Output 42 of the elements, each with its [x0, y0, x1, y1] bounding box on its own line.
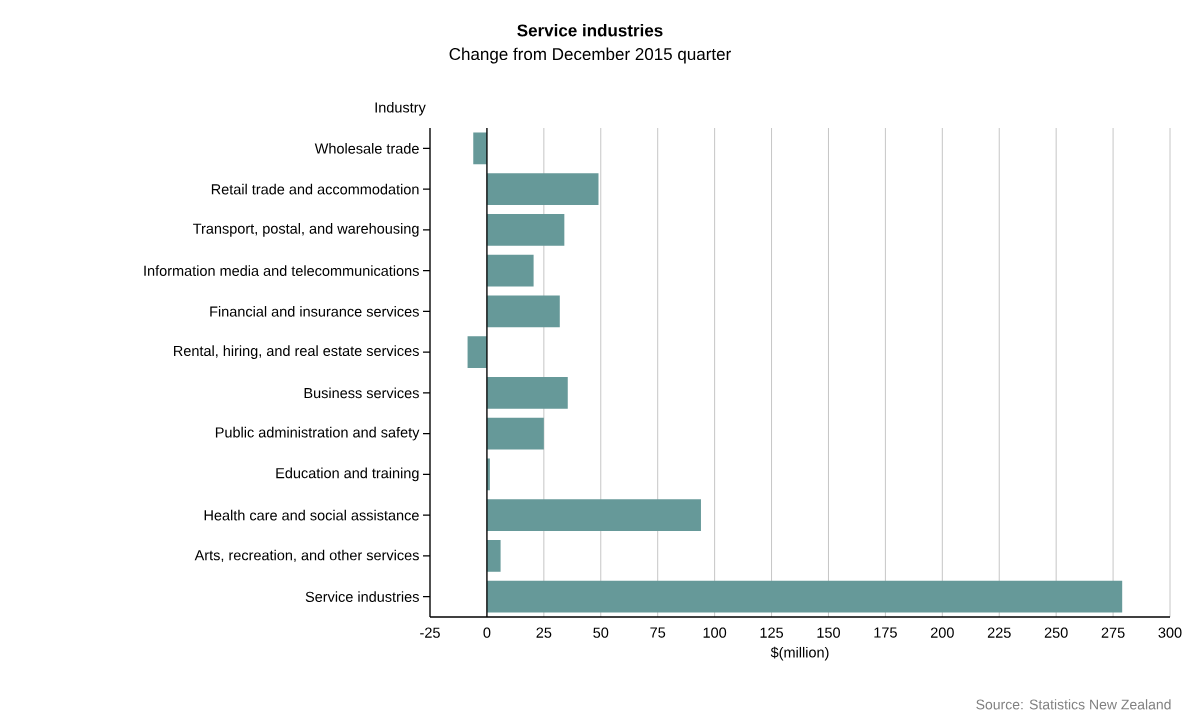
- source-note: Source: Statistics New Zealand: [976, 699, 1171, 710]
- bar: [486, 580, 1123, 613]
- x-tick-label: 25: [536, 627, 552, 638]
- x-tick-label: 50: [593, 627, 609, 638]
- y-axis-title: Industry: [375, 101, 426, 116]
- x-tick-label: 75: [650, 627, 666, 638]
- x-tick-label: 275: [1101, 627, 1125, 638]
- x-tick-label: 175: [874, 627, 897, 638]
- y-tick-label: Information media and telecommunications: [144, 265, 419, 276]
- x-tick-label: 150: [817, 627, 840, 638]
- x-tick-label: 100: [703, 627, 727, 638]
- bar: [467, 336, 487, 369]
- x-axis-title: $(million): [770, 646, 829, 661]
- y-tick-label: Rental, hiring, and real estate services: [174, 345, 419, 359]
- chart-subtitle: Change from December 2015 quarter: [449, 47, 731, 64]
- bar: [486, 417, 544, 450]
- bar: [486, 499, 701, 532]
- y-tick-label: Retail trade and accommodation: [211, 183, 419, 195]
- bar: [486, 376, 568, 409]
- y-tick-label: Arts, recreation, and other services: [194, 549, 419, 563]
- x-tick-label: 250: [1044, 627, 1068, 638]
- x-tick-label: 225: [987, 627, 1011, 638]
- y-tick-label: Transport, postal, and warehousing: [193, 223, 419, 237]
- y-tick-label: Service industries: [305, 591, 419, 602]
- y-tick-label: Financial and insurance services: [210, 306, 419, 317]
- x-tick-label: 0: [483, 627, 491, 638]
- bar: [473, 132, 487, 165]
- bar: [486, 539, 501, 572]
- y-tick-label: Health care and social assistance: [204, 509, 419, 521]
- y-tick-label: Business services: [304, 387, 419, 399]
- x-tick-label: 300: [1158, 627, 1182, 638]
- y-tick-label: Education and training: [276, 467, 419, 482]
- bar: [486, 173, 599, 206]
- bar: [486, 213, 565, 246]
- x-tick-label: 200: [930, 627, 954, 638]
- chart-title: Service industries: [517, 23, 663, 37]
- bar: [486, 254, 534, 287]
- y-tick-label: Public administration and safety: [215, 426, 420, 441]
- x-tick-label: 125: [760, 627, 784, 638]
- bar: [486, 295, 560, 328]
- x-tick-label: -25: [420, 627, 440, 638]
- y-tick-label: Wholesale trade: [314, 143, 419, 154]
